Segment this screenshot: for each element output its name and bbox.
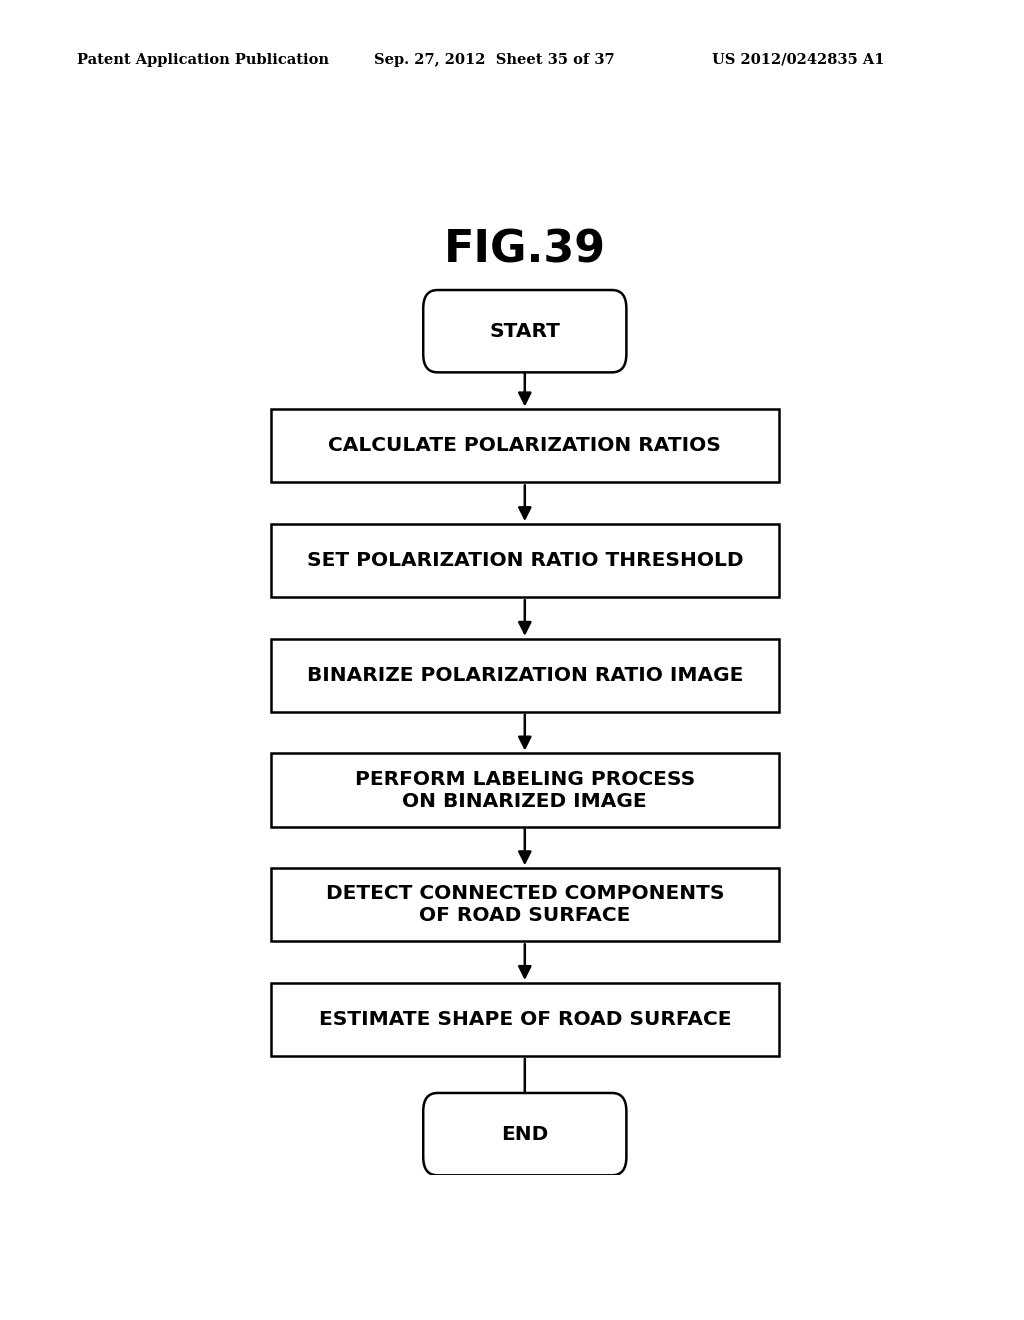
Text: US 2012/0242835 A1: US 2012/0242835 A1 (712, 53, 884, 67)
FancyBboxPatch shape (270, 983, 779, 1056)
FancyBboxPatch shape (423, 290, 627, 372)
Text: FIG.39: FIG.39 (443, 228, 606, 272)
Text: DETECT CONNECTED COMPONENTS
OF ROAD SURFACE: DETECT CONNECTED COMPONENTS OF ROAD SURF… (326, 884, 724, 925)
Text: START: START (489, 322, 560, 341)
Text: BINARIZE POLARIZATION RATIO IMAGE: BINARIZE POLARIZATION RATIO IMAGE (306, 665, 743, 685)
Text: SET POLARIZATION RATIO THRESHOLD: SET POLARIZATION RATIO THRESHOLD (306, 552, 743, 570)
FancyBboxPatch shape (270, 754, 779, 826)
Text: Patent Application Publication: Patent Application Publication (77, 53, 329, 67)
Text: ESTIMATE SHAPE OF ROAD SURFACE: ESTIMATE SHAPE OF ROAD SURFACE (318, 1010, 731, 1028)
FancyBboxPatch shape (270, 869, 779, 941)
FancyBboxPatch shape (423, 1093, 627, 1175)
FancyBboxPatch shape (270, 524, 779, 597)
FancyBboxPatch shape (270, 639, 779, 711)
FancyBboxPatch shape (270, 409, 779, 483)
Text: CALCULATE POLARIZATION RATIOS: CALCULATE POLARIZATION RATIOS (329, 437, 721, 455)
Text: Sep. 27, 2012  Sheet 35 of 37: Sep. 27, 2012 Sheet 35 of 37 (374, 53, 614, 67)
Text: END: END (501, 1125, 549, 1143)
Text: PERFORM LABELING PROCESS
ON BINARIZED IMAGE: PERFORM LABELING PROCESS ON BINARIZED IM… (354, 770, 695, 810)
